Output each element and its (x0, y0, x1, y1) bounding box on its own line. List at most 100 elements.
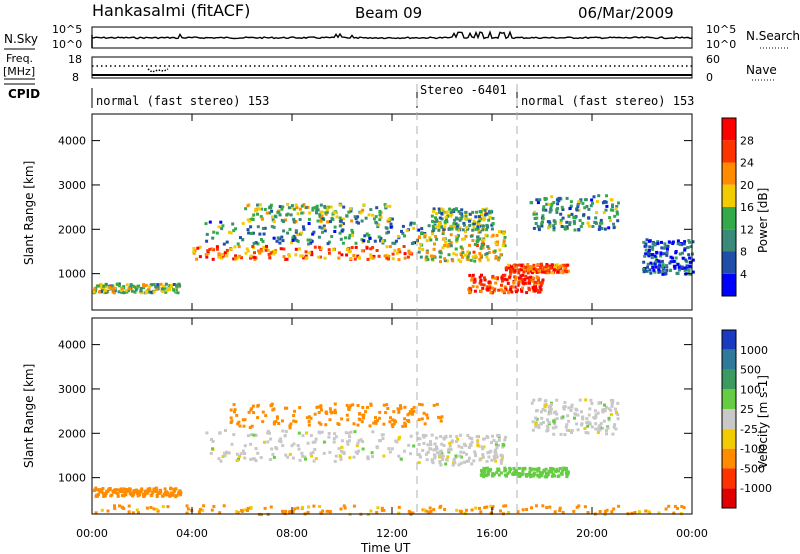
velocity-cell (270, 403, 273, 407)
power-cell (560, 225, 564, 228)
colorbar-tick-label: 12 (740, 223, 754, 236)
velocity-cell (583, 426, 587, 430)
velocity-cell (352, 455, 356, 459)
velocity-cell (403, 405, 407, 409)
velocity-cell (594, 413, 598, 417)
velocity-cell (473, 450, 477, 454)
power-cell (665, 251, 669, 254)
velocity-cell (483, 506, 487, 509)
velocity-cell (450, 440, 454, 444)
colorbar-swatch (722, 162, 736, 185)
power-cell (443, 225, 447, 229)
power-cell (526, 276, 530, 280)
power-cell (160, 287, 164, 291)
power-cell (244, 251, 248, 255)
power-cell (688, 260, 692, 264)
velocity-cell (305, 416, 309, 420)
power-cell (480, 283, 484, 287)
velocity-cell (567, 429, 571, 432)
power-cell (434, 216, 437, 220)
velocity-cell (491, 434, 494, 438)
velocity-cell (499, 509, 502, 513)
power-cell (455, 227, 459, 231)
power-cell (481, 243, 485, 247)
power-cell (646, 265, 649, 269)
power-cell (467, 251, 471, 255)
velocity-cell (152, 507, 156, 511)
velocity-cell (535, 409, 538, 413)
power-cell (642, 260, 646, 264)
power-cell (604, 200, 608, 204)
velocity-cell (374, 421, 378, 425)
power-cell (654, 265, 658, 269)
velocity-cell (574, 412, 578, 416)
power-cell (535, 275, 539, 279)
power-cell (541, 208, 545, 212)
power-cell (402, 245, 406, 248)
power-cell (251, 245, 255, 248)
power-cell (337, 251, 341, 255)
velocity-cell (495, 471, 499, 475)
y-tick-label: 1000 (58, 472, 86, 485)
velocity-cell (482, 466, 486, 470)
power-cell (615, 210, 619, 214)
power-cell (359, 211, 363, 215)
velocity-cell (676, 506, 679, 510)
power-cell (552, 228, 556, 232)
power-cell (412, 226, 416, 230)
power-cell (665, 268, 669, 272)
velocity-cell (491, 505, 495, 509)
power-cell (521, 280, 525, 284)
velocity-cell (95, 493, 99, 497)
power-cell (434, 225, 438, 229)
power-cell (471, 255, 475, 259)
velocity-cell (597, 425, 601, 429)
power-cell (476, 227, 480, 231)
velocity-cell (630, 511, 634, 515)
velocity-cell (435, 436, 439, 440)
power-cell (278, 205, 282, 209)
velocity-cell (547, 420, 551, 424)
power-cell (458, 218, 462, 222)
velocity-cell (474, 506, 478, 510)
velocity-cell (485, 434, 489, 438)
power-cell (671, 240, 675, 244)
power-cell (502, 232, 506, 236)
colorbar-tick-label: 4 (740, 268, 747, 281)
power-cell (432, 207, 436, 211)
velocity-cell (325, 509, 329, 513)
power-cell (651, 242, 655, 246)
power-cell (437, 228, 441, 232)
colorbar-frame (721, 329, 737, 509)
velocity-cell (487, 455, 491, 459)
power-cell (500, 276, 504, 280)
power-cell (156, 285, 160, 289)
velocity-cell (480, 469, 483, 473)
power-cell (435, 218, 438, 222)
velocity-cell (385, 403, 389, 407)
power-cell (652, 268, 656, 272)
velocity-cell (318, 431, 322, 435)
power-cell (676, 262, 680, 266)
velocity-cell (357, 439, 361, 443)
power-cell (545, 202, 549, 206)
power-cell (99, 282, 103, 286)
power-cell (483, 278, 487, 282)
velocity-cell (339, 455, 343, 459)
power-cell (315, 209, 319, 213)
velocity-cell (259, 513, 263, 517)
power-cell (496, 240, 499, 244)
power-cell (323, 205, 327, 208)
power-cell (478, 218, 482, 222)
power-cell (491, 216, 495, 220)
power-cell (265, 244, 268, 248)
power-cell (503, 235, 507, 239)
velocity-cell (420, 417, 424, 421)
power-cell (539, 262, 543, 266)
velocity-cell (243, 508, 247, 512)
velocity-cell (341, 450, 345, 454)
velocity-cell (503, 469, 507, 473)
power-cell (687, 253, 691, 257)
power-cell (377, 254, 381, 258)
colorbar-tick-label: 1000 (740, 344, 768, 357)
